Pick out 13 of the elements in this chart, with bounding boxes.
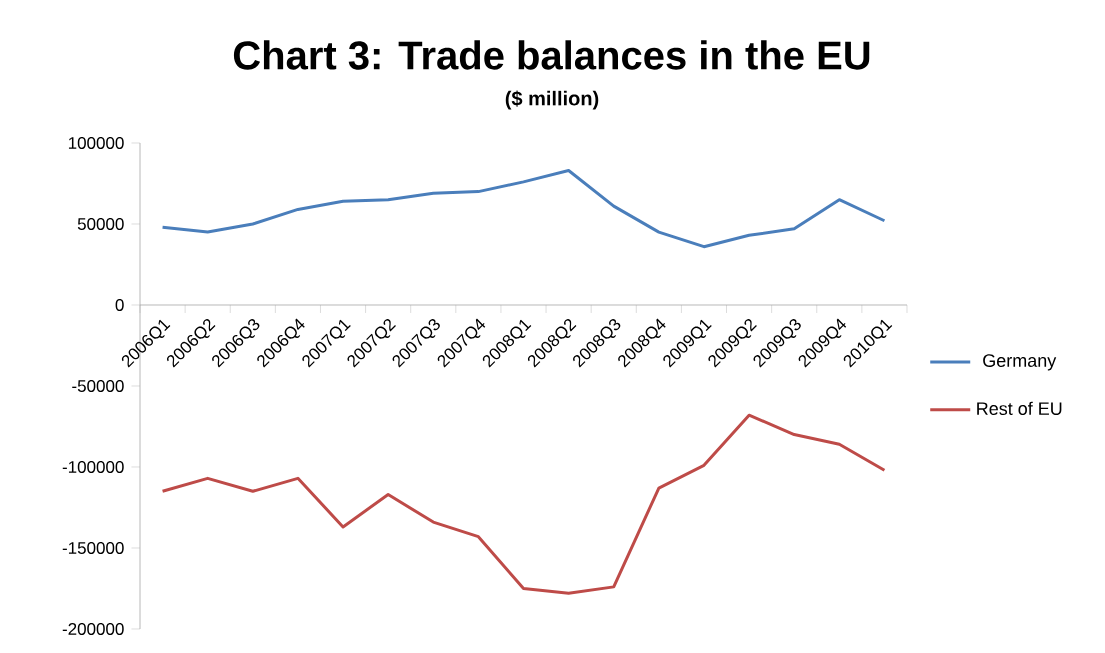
y-tick-label: -150000 bbox=[62, 541, 124, 554]
y-tick-label: 0 bbox=[115, 298, 124, 311]
y-tick-label: -100000 bbox=[62, 460, 124, 473]
line-series bbox=[161, 169, 886, 249]
y-tick-label: 100000 bbox=[68, 136, 124, 149]
chart-subtitle: ($ million) bbox=[505, 90, 599, 110]
y-tick-label: -50000 bbox=[72, 379, 124, 392]
chart-title: Chart 3: Trade balances in the EU bbox=[233, 40, 870, 70]
y-tick-label: 50000 bbox=[77, 217, 124, 230]
line-series bbox=[161, 413, 886, 595]
legend-label: Rest of EU bbox=[977, 401, 1062, 415]
legend-label: Germany bbox=[983, 354, 1057, 371]
y-tick-label: -200000 bbox=[62, 622, 124, 635]
